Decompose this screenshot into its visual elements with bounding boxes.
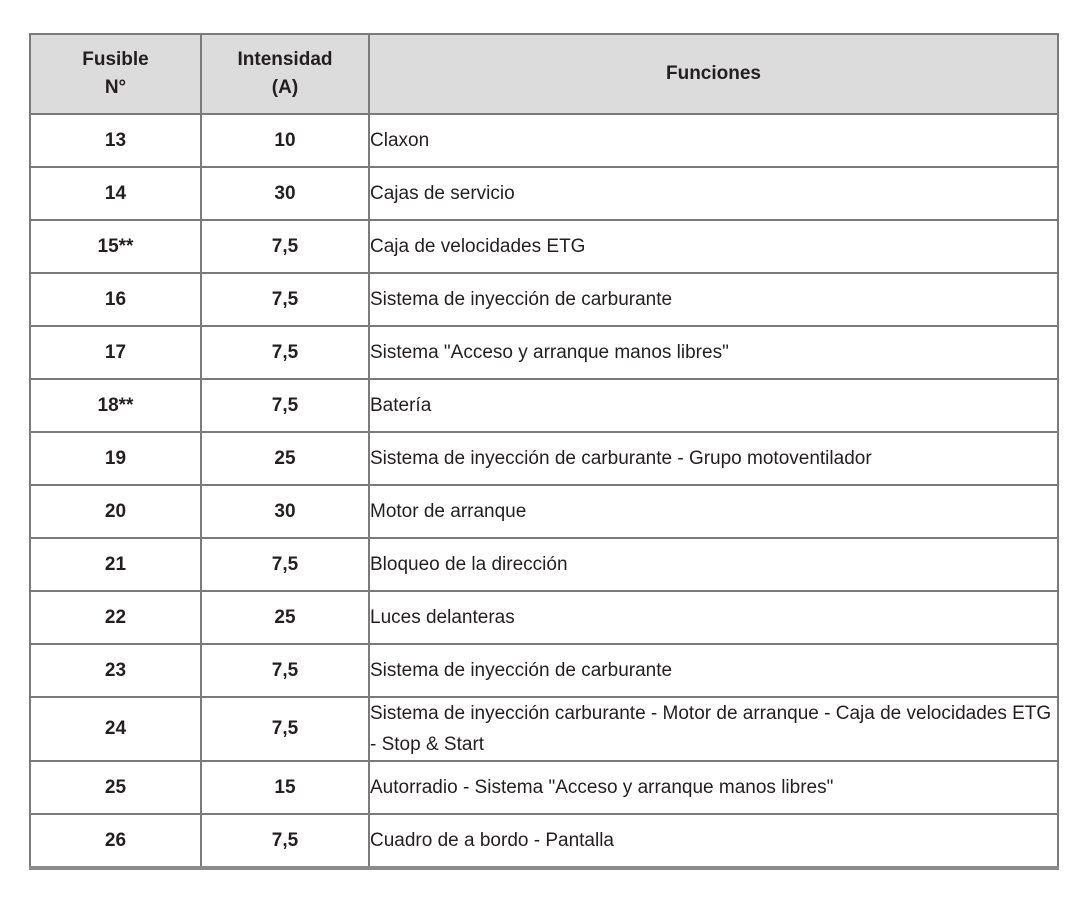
table-row: 22 25 Luces delanteras [29,590,1059,645]
fuse-number-cell: 16 [29,272,202,327]
function-cell: Luces delanteras [368,590,1059,645]
header-row: Fusible N° Intensidad (A) Funciones [29,33,1059,115]
fuse-number-cell: 13 [29,113,202,168]
function-cell: Sistema de inyección de carburante [368,643,1059,698]
amperage-cell: 10 [200,113,370,168]
amperage-header-line1: Intensidad [237,49,333,71]
fuse-number-header-line1: Fusible [82,49,149,71]
function-cell: Cajas de servicio [368,166,1059,221]
fuse-number-cell: 21 [29,537,202,592]
table-row: 20 30 Motor de arranque [29,484,1059,539]
fuse-number-header-line2: N° [104,77,127,98]
fuse-number-cell: 14 [29,166,202,221]
amperage-cell: 15 [200,760,370,815]
function-cell: Batería [368,378,1059,433]
table-row: 14 30 Cajas de servicio [29,166,1059,221]
fuse-number-cell: 15** [29,219,202,274]
amperage-cell: 25 [200,431,370,486]
table-row: 23 7,5 Sistema de inyección de carburant… [29,643,1059,698]
table-row: 19 25 Sistema de inyección de carburante… [29,431,1059,486]
function-cell: Motor de arranque [368,484,1059,539]
fuse-number-cell: 23 [29,643,202,698]
function-cell: Sistema de inyección de carburante - Gru… [368,431,1059,486]
fuse-number-cell: 26 [29,813,202,869]
function-cell: Sistema de inyección carburante - Motor … [368,696,1059,762]
amperage-cell: 7,5 [200,813,370,869]
function-cell: Claxon [368,113,1059,168]
table-row: 24 7,5 Sistema de inyección carburante -… [29,696,1059,762]
fuse-number-cell: 24 [29,696,202,762]
function-cell: Sistema "Acceso y arranque manos libres" [368,325,1059,380]
amperage-cell: 7,5 [200,378,370,433]
amperage-cell: 7,5 [200,643,370,698]
table-row: 25 15 Autorradio - Sistema "Acceso y arr… [29,760,1059,815]
function-cell: Bloqueo de la dirección [368,537,1059,592]
fuse-number-cell: 22 [29,590,202,645]
fuse-table: Fusible N° Intensidad (A) Funciones 13 10 … [29,33,1059,870]
amperage-cell: 7,5 [200,537,370,592]
fuse-number-cell: 25 [29,760,202,815]
fuse-number-header: Fusible N° [29,33,202,115]
amperage-cell: 7,5 [200,325,370,380]
function-cell: Autorradio - Sistema "Acceso y arranque … [368,760,1059,815]
fuse-number-cell: 20 [29,484,202,539]
table-row: 16 7,5 Sistema de inyección de carburant… [29,272,1059,327]
amperage-cell: 7,5 [200,272,370,327]
amperage-cell: 25 [200,590,370,645]
function-cell: Caja de velocidades ETG [368,219,1059,274]
amperage-cell: 30 [200,166,370,221]
table-row: 17 7,5 Sistema "Acceso y arranque manos … [29,325,1059,380]
fuse-number-cell: 18** [29,378,202,433]
fuse-table-body: 13 10 Claxon 14 30 Cajas de servicio 15*… [29,113,1059,869]
fuse-table-header: Fusible N° Intensidad (A) Funciones [29,33,1059,115]
table-row: 21 7,5 Bloqueo de la dirección [29,537,1059,592]
amperage-cell: 7,5 [200,696,370,762]
function-cell: Sistema de inyección de carburante [368,272,1059,327]
amperage-header-line2: (A) [271,77,299,98]
table-row: 15** 7,5 Caja de velocidades ETG [29,219,1059,274]
table-row: 18** 7,5 Batería [29,378,1059,433]
amperage-header: Intensidad (A) [200,33,370,115]
function-cell: Cuadro de a bordo - Pantalla [368,813,1059,869]
table-row: 26 7,5 Cuadro de a bordo - Pantalla [29,813,1059,869]
fuse-number-cell: 19 [29,431,202,486]
amperage-cell: 7,5 [200,219,370,274]
amperage-cell: 30 [200,484,370,539]
table-row: 13 10 Claxon [29,113,1059,168]
fuse-number-cell: 17 [29,325,202,380]
functions-header: Funciones [368,33,1059,115]
